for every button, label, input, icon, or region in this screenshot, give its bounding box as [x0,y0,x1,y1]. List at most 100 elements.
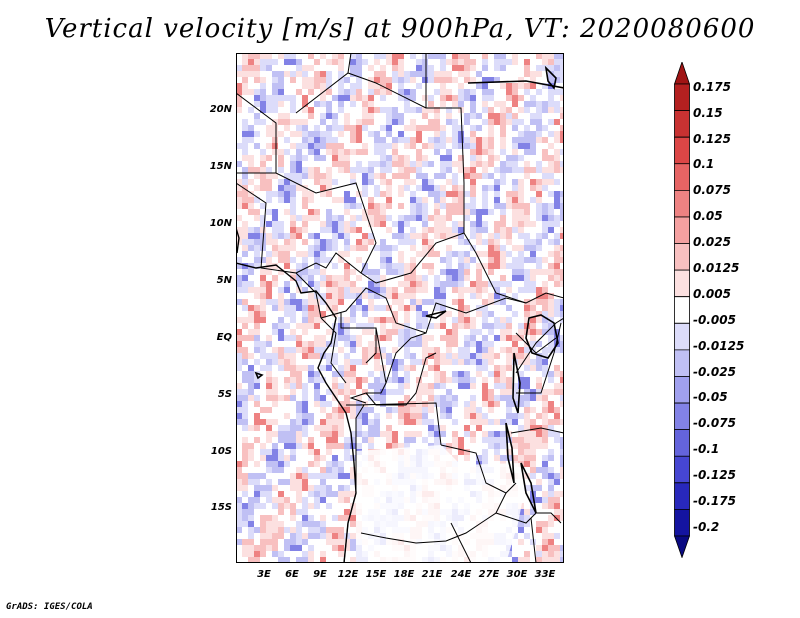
field-cell [314,521,320,527]
colorbar [674,62,690,558]
field-cell [236,89,242,95]
field-cell [524,233,530,239]
field-cell [440,185,446,191]
field-cell [338,71,344,77]
field-cell [536,311,542,317]
field-cell [536,413,542,419]
field-cell [548,539,554,545]
field-cell [518,275,524,281]
field-cell [404,407,410,413]
field-cell [488,263,494,269]
field-cell [326,245,332,251]
field-cell [548,89,554,95]
field-cell [530,143,536,149]
field-cell [260,293,266,299]
field-cell [344,275,350,281]
field-cell [266,143,272,149]
field-cell [416,335,422,341]
field-cell [368,101,374,107]
field-cell [260,533,266,539]
field-cell [284,125,290,131]
field-cell [284,305,290,311]
field-cell [332,539,338,545]
field-cell [320,281,326,287]
field-cell [428,125,434,131]
field-cell [530,485,536,491]
field-cell [296,545,302,551]
field-cell [398,89,404,95]
field-cell [518,359,524,365]
field-cell [488,341,494,347]
field-cell [530,179,536,185]
field-cell [548,425,554,431]
field-cell [542,107,548,113]
footer-credit: GrADS: IGES/COLA [6,602,93,612]
field-cell [482,353,488,359]
field-cell [386,317,392,323]
field-cell [350,473,356,479]
field-cell [410,293,416,299]
field-cell [452,443,458,449]
field-cell [404,377,410,383]
field-cell [410,107,416,113]
field-cell [500,329,506,335]
field-cell [560,233,564,239]
field-cell [530,431,536,437]
field-cell [404,287,410,293]
field-cell [332,341,338,347]
field-cell [314,317,320,323]
field-cell [422,143,428,149]
field-cell [266,461,272,467]
field-cell [470,137,476,143]
field-cell [560,257,564,263]
field-cell [464,257,470,263]
field-cell [350,125,356,131]
field-cell [476,209,482,215]
field-cell [344,125,350,131]
field-cell [434,113,440,119]
field-cell [446,161,452,167]
field-cell [386,53,392,59]
field-cell [368,281,374,287]
field-cell [428,245,434,251]
field-cell [434,107,440,113]
field-cell [524,245,530,251]
field-cell [290,197,296,203]
field-cell [254,257,260,263]
field-cell [476,293,482,299]
field-cell [422,317,428,323]
field-cell [518,371,524,377]
field-cell [386,167,392,173]
field-cell [320,491,326,497]
field-cell [320,131,326,137]
field-cell [308,275,314,281]
field-cell [554,509,560,515]
field-cell [338,101,344,107]
field-cell [434,347,440,353]
field-cell [272,89,278,95]
field-cell [314,137,320,143]
field-cell [248,383,254,389]
field-cell [446,335,452,341]
field-cell [332,287,338,293]
field-cell [554,203,560,209]
field-cell [260,155,266,161]
field-cell [500,347,506,353]
field-cell [398,227,404,233]
field-cell [452,59,458,65]
field-cell [362,107,368,113]
field-cell [530,221,536,227]
field-cell [266,419,272,425]
field-cell [374,137,380,143]
field-cell [332,383,338,389]
field-cell [476,413,482,419]
field-cell [350,95,356,101]
field-cell [284,431,290,437]
field-cell [494,239,500,245]
field-cell [410,359,416,365]
field-cell [488,185,494,191]
field-cell [320,521,326,527]
field-cell [314,461,320,467]
field-cell [470,131,476,137]
field-cell [440,227,446,233]
